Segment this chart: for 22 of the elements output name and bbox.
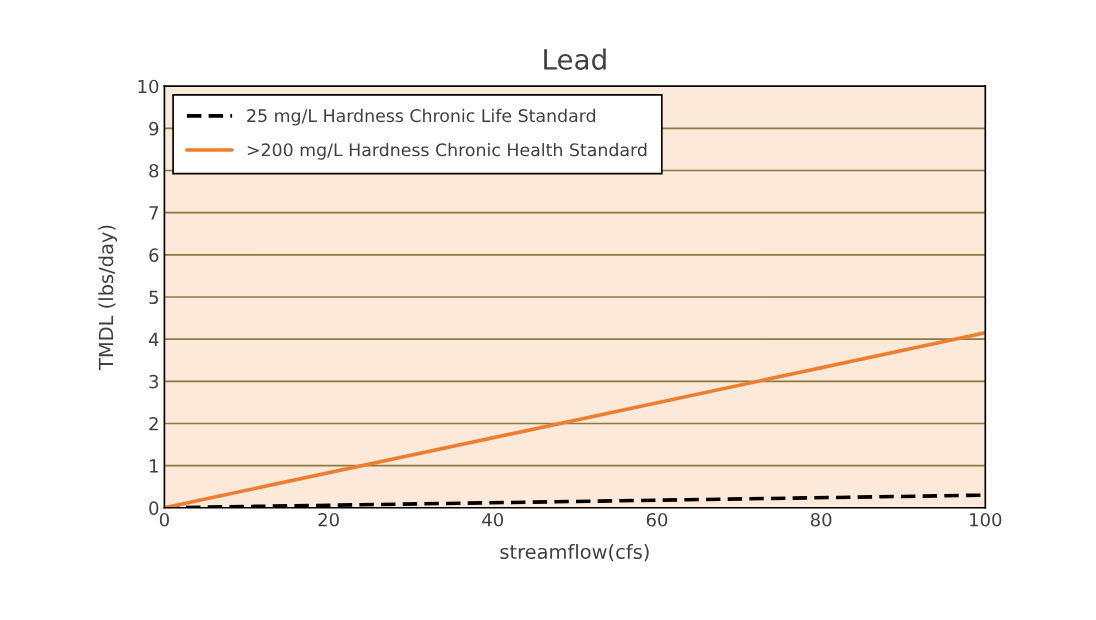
y-tick-label: 4: [148, 332, 159, 346]
y-tick-label: 3: [149, 374, 159, 389]
y-tick-label: 5: [149, 290, 158, 305]
x-tick-label: 100: [970, 512, 1002, 527]
x-tick-label: 40: [482, 512, 504, 527]
y-tick-label: 8: [149, 163, 159, 178]
y-tick-label: 6: [149, 248, 159, 262]
x-axis-title: streamflow(cfs): [500, 544, 649, 562]
x-tick-label: 0: [159, 512, 169, 527]
legend-label: 25 mg/L Hardness Chronic Life Standard: [247, 108, 596, 126]
y-tick-label: 10: [138, 79, 159, 94]
legend-label: >200 mg/L Hardness Chronic Health Standard: [247, 142, 647, 160]
x-tick-label: 20: [318, 512, 339, 527]
x-tick-label: 60: [646, 512, 668, 527]
chart-title: Lead: [544, 48, 606, 70]
y-axis-title: TMDL (lbs/day): [98, 225, 118, 371]
y-tick-label: 7: [149, 206, 158, 220]
x-tick-label: 80: [810, 512, 832, 527]
y-tick-label: 9: [149, 121, 159, 136]
y-tick-label: 1: [150, 459, 158, 473]
y-tick-label: 2: [149, 416, 158, 431]
y-tick-label: 0: [149, 501, 159, 515]
